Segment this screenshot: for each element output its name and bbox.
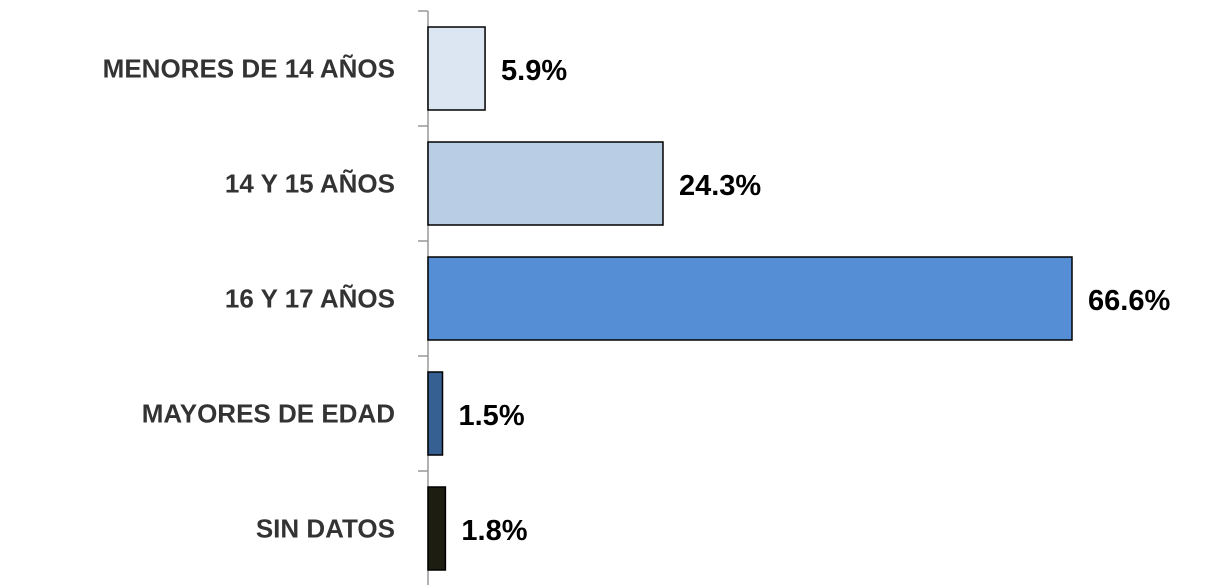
category-label: SIN DATOS [256, 513, 395, 543]
value-label: 5.9% [501, 55, 567, 87]
bar [427, 141, 664, 226]
value-label: 24.3% [679, 170, 761, 202]
bar [427, 256, 1073, 341]
category-label: MAYORES DE EDAD [142, 398, 395, 428]
bar [427, 486, 447, 571]
category-label: 14 Y 15 AÑOS [225, 168, 395, 198]
value-label: 1.8% [461, 515, 527, 547]
category-label: MENORES DE 14 AÑOS [103, 53, 395, 83]
value-label: 1.5% [459, 400, 525, 432]
category-label: 16 Y 17 AÑOS [225, 283, 395, 313]
bar [427, 26, 486, 111]
bar [427, 371, 444, 456]
value-label: 66.6% [1088, 285, 1170, 317]
